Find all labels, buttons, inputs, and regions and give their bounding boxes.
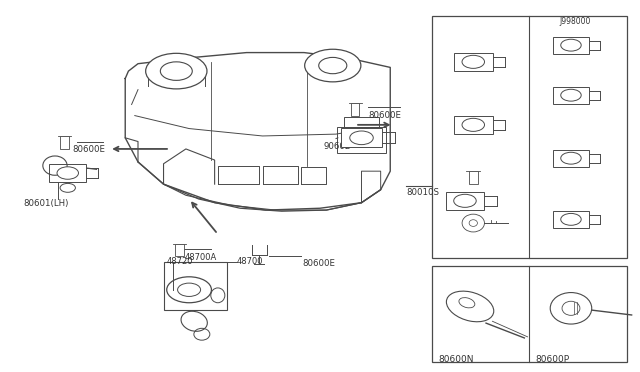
Bar [432, 16, 627, 258]
Bar [164, 262, 227, 310]
Text: 48700A: 48700A [184, 253, 217, 262]
Circle shape [462, 55, 484, 68]
Bar [445, 192, 484, 210]
Text: 48720: 48720 [167, 257, 193, 266]
Bar [432, 266, 627, 362]
Circle shape [561, 39, 581, 51]
Bar [468, 171, 478, 184]
Text: 80600E: 80600E [368, 111, 401, 120]
Text: 80010S: 80010S [406, 188, 439, 197]
Text: 80600E: 80600E [302, 259, 335, 268]
Circle shape [561, 152, 581, 164]
Bar [337, 127, 386, 153]
Circle shape [349, 131, 373, 145]
Bar [341, 128, 381, 147]
Circle shape [454, 194, 476, 207]
Circle shape [561, 214, 581, 225]
Bar [344, 118, 380, 127]
Circle shape [57, 167, 79, 179]
Circle shape [305, 49, 361, 82]
Circle shape [319, 57, 347, 74]
Bar [351, 103, 360, 116]
Circle shape [462, 118, 484, 131]
Bar [175, 244, 184, 256]
Text: 80600E: 80600E [72, 145, 105, 154]
Bar [60, 137, 69, 149]
Bar [554, 150, 589, 167]
Circle shape [561, 89, 581, 101]
Text: 48700: 48700 [237, 257, 264, 266]
Bar [554, 87, 589, 103]
Circle shape [161, 62, 192, 80]
Text: 90602: 90602 [323, 142, 351, 151]
Text: 80600N: 80600N [438, 355, 474, 363]
Text: J998000: J998000 [559, 17, 591, 26]
Text: 80601(LH): 80601(LH) [23, 199, 68, 208]
Text: 80600P: 80600P [536, 355, 570, 363]
Bar [454, 53, 493, 71]
Bar [454, 116, 493, 134]
Bar [554, 211, 589, 228]
Circle shape [146, 53, 207, 89]
Bar [49, 164, 86, 182]
Bar [554, 37, 589, 54]
